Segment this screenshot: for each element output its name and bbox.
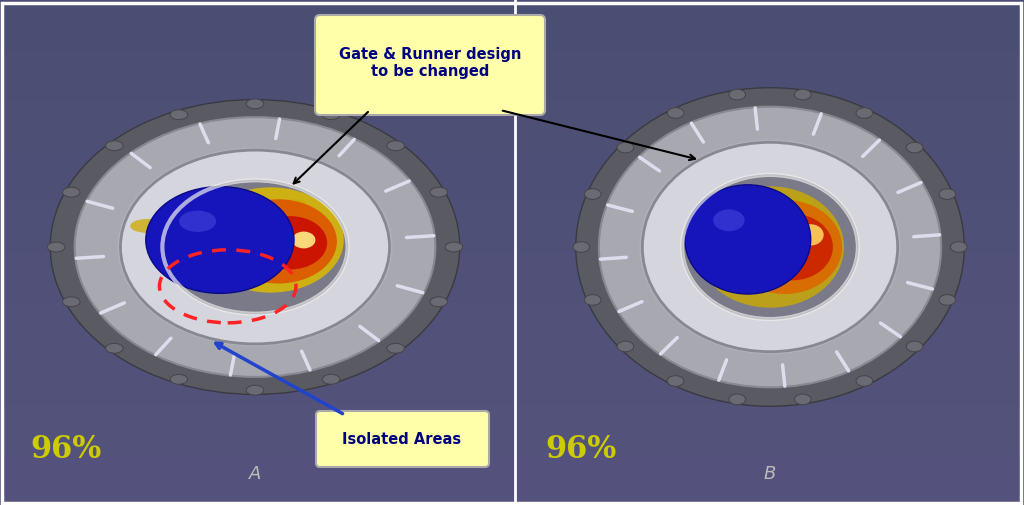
Ellipse shape: [50, 99, 460, 394]
Ellipse shape: [246, 99, 264, 109]
Text: B: B: [764, 465, 776, 483]
Ellipse shape: [856, 108, 872, 118]
Ellipse shape: [640, 141, 899, 353]
Ellipse shape: [55, 191, 455, 349]
Text: Gate & Runner design
to be changed: Gate & Runner design to be changed: [339, 47, 521, 79]
Ellipse shape: [323, 374, 340, 384]
Ellipse shape: [685, 185, 811, 294]
Text: A: A: [249, 465, 261, 483]
Ellipse shape: [617, 341, 634, 352]
Ellipse shape: [430, 297, 447, 307]
Ellipse shape: [281, 199, 307, 211]
Text: Isolated Areas: Isolated Areas: [342, 431, 462, 446]
Ellipse shape: [617, 142, 634, 153]
Ellipse shape: [752, 214, 833, 280]
Ellipse shape: [729, 89, 745, 100]
Ellipse shape: [198, 187, 344, 292]
Ellipse shape: [783, 198, 813, 211]
Ellipse shape: [906, 142, 923, 153]
Ellipse shape: [183, 192, 210, 204]
Ellipse shape: [430, 187, 447, 197]
Ellipse shape: [170, 110, 187, 120]
Ellipse shape: [682, 175, 858, 319]
Ellipse shape: [47, 242, 65, 252]
Ellipse shape: [573, 242, 590, 252]
Ellipse shape: [575, 88, 965, 407]
Ellipse shape: [145, 187, 294, 293]
Ellipse shape: [130, 219, 165, 233]
Ellipse shape: [696, 186, 844, 308]
Ellipse shape: [163, 180, 347, 314]
Ellipse shape: [105, 343, 123, 353]
Ellipse shape: [75, 117, 435, 377]
Ellipse shape: [798, 224, 823, 245]
FancyBboxPatch shape: [315, 15, 545, 115]
Ellipse shape: [668, 376, 684, 386]
Ellipse shape: [795, 89, 811, 100]
Ellipse shape: [906, 341, 923, 352]
Ellipse shape: [253, 216, 327, 270]
Ellipse shape: [585, 294, 601, 305]
Ellipse shape: [581, 184, 959, 355]
FancyBboxPatch shape: [316, 411, 489, 467]
Ellipse shape: [599, 107, 941, 387]
Ellipse shape: [939, 294, 955, 305]
Ellipse shape: [119, 148, 391, 345]
Ellipse shape: [62, 297, 80, 307]
Ellipse shape: [720, 275, 745, 286]
Ellipse shape: [62, 187, 80, 197]
Ellipse shape: [246, 385, 264, 395]
Ellipse shape: [323, 110, 340, 120]
Ellipse shape: [729, 394, 745, 405]
Ellipse shape: [105, 141, 123, 150]
Ellipse shape: [445, 242, 463, 252]
Ellipse shape: [733, 191, 770, 206]
Ellipse shape: [387, 343, 404, 353]
Ellipse shape: [170, 374, 187, 384]
Ellipse shape: [300, 250, 319, 258]
Text: 96%: 96%: [545, 434, 616, 465]
Ellipse shape: [713, 210, 744, 231]
Ellipse shape: [387, 141, 404, 150]
Ellipse shape: [856, 376, 872, 386]
Ellipse shape: [668, 108, 684, 118]
Ellipse shape: [950, 242, 967, 252]
Ellipse shape: [795, 394, 811, 405]
Ellipse shape: [179, 211, 216, 232]
Ellipse shape: [220, 199, 337, 283]
Text: 96%: 96%: [30, 434, 101, 465]
Ellipse shape: [727, 200, 842, 294]
Ellipse shape: [585, 189, 601, 199]
Ellipse shape: [292, 232, 315, 248]
Ellipse shape: [939, 189, 955, 199]
